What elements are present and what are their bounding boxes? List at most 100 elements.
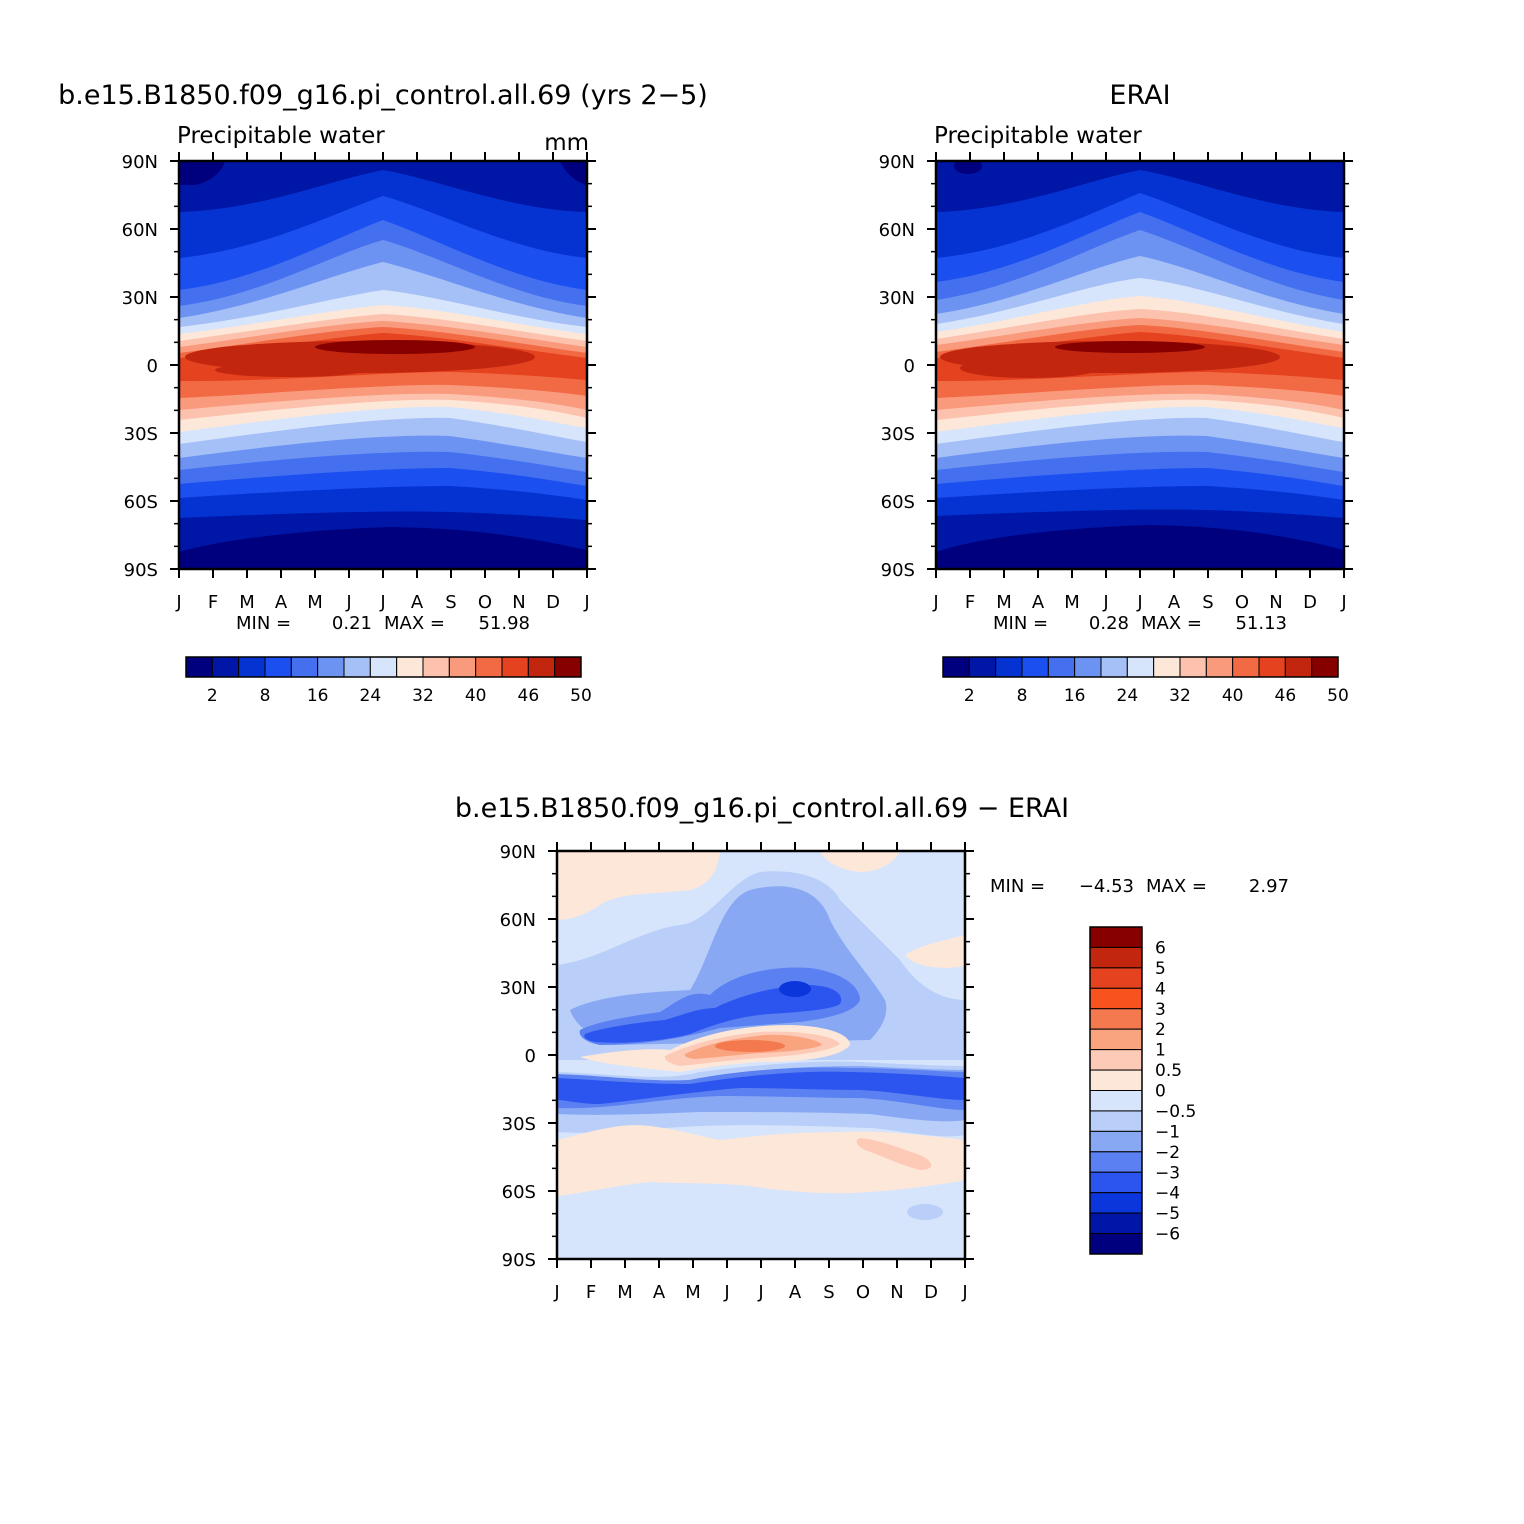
panel-diff-field xyxy=(557,851,965,1259)
erai-colorbar-label: 8 xyxy=(1017,686,1028,706)
erai-colorbar-frame xyxy=(942,656,1339,678)
diff-colorbar-label: −1 xyxy=(1155,1122,1180,1142)
erai-colorbar-label: 32 xyxy=(1169,686,1191,706)
panel-diff-title: b.e15.B1850.f09_g16.pi_control.all.69 − … xyxy=(455,793,1069,824)
diff-colorbar-box xyxy=(1089,967,1143,989)
diff-ytick-label: 0 xyxy=(525,1046,536,1067)
erai-xtick-label: J xyxy=(1340,592,1346,613)
erai-colorbar-box xyxy=(1126,656,1155,678)
erai-core-2 xyxy=(960,358,1100,378)
diff-north-pos-3 xyxy=(905,935,965,968)
panel-model-units: mm xyxy=(544,130,589,156)
diff-colorbar-box xyxy=(1089,1130,1143,1153)
panel-erai-field xyxy=(936,161,1344,569)
model-polar-north xyxy=(179,161,225,185)
diff-xtick-label: J xyxy=(723,1282,729,1303)
diff-colorbar-box xyxy=(1089,946,1143,969)
model-colorbar-box xyxy=(343,656,371,678)
model-xtick-label: J xyxy=(345,592,351,613)
model-xtick-label: F xyxy=(208,592,218,613)
model-colorbar-box xyxy=(501,656,529,678)
model-colorbar-frame xyxy=(185,656,582,678)
erai-xtick-label: J xyxy=(932,592,938,613)
diff-xtick-label: F xyxy=(586,1282,596,1303)
diff-colorbar-label: 0.5 xyxy=(1155,1061,1182,1081)
diff-xtick-label: M xyxy=(685,1282,701,1303)
diff-xtick-label: D xyxy=(924,1282,938,1303)
diff-south-neg-patch xyxy=(907,1204,943,1220)
erai-ytick-label: 90S xyxy=(881,560,915,581)
diff-xtick-label: S xyxy=(823,1282,834,1303)
panel-model-min-label: MIN = xyxy=(236,613,291,634)
panel-erai-subtitle: Precipitable water xyxy=(934,123,1142,149)
model-colorbar-box xyxy=(317,656,345,678)
erai-polar-north xyxy=(954,161,982,174)
diff-colorbar-box xyxy=(1089,1171,1143,1194)
erai-core-3 xyxy=(1055,341,1205,353)
model-colorbar-label: 50 xyxy=(570,686,592,706)
erai-xtick-label: M xyxy=(996,592,1012,613)
diff-colorbar-label: −2 xyxy=(1155,1143,1180,1163)
model-core-2 xyxy=(215,363,365,377)
diff-colorbar-box xyxy=(1089,1212,1143,1235)
model-colorbar-box xyxy=(396,656,424,678)
diff-ytick-label: 30S xyxy=(502,1114,536,1135)
erai-colorbar-box xyxy=(1284,656,1313,678)
panel-erai-colorbar: 2 8 16 24 32 40 46 50 xyxy=(942,656,1349,706)
erai-colorbar-box xyxy=(1021,656,1049,678)
erai-xtick-label: M xyxy=(1064,592,1080,613)
panel-erai-min-label: MIN = xyxy=(993,613,1048,634)
diff-xtick-label: A xyxy=(789,1282,802,1303)
erai-xtick-label: A xyxy=(1032,592,1045,613)
erai-colorbar-box xyxy=(1205,656,1234,678)
model-xtick-label: N xyxy=(512,592,525,613)
model-xtick-label: J xyxy=(379,592,385,613)
erai-xtick-label: J xyxy=(1102,592,1108,613)
panel-diff-max-label: MAX = xyxy=(1146,876,1207,897)
erai-colorbar-box xyxy=(995,656,1023,678)
erai-colorbar-label: 50 xyxy=(1327,686,1349,706)
erai-xtick-label: S xyxy=(1202,592,1213,613)
diff-xtick-label: M xyxy=(617,1282,633,1303)
diff-colorbar-label: 4 xyxy=(1155,979,1166,999)
panel-model-subtitle: Precipitable water xyxy=(177,123,385,149)
diff-colorbar-box xyxy=(1089,1028,1143,1051)
model-xtick-label: J xyxy=(583,592,589,613)
diff-colorbar-box xyxy=(1089,926,1143,948)
panel-erai-max-label: MAX = xyxy=(1141,613,1202,634)
erai-colorbar-label: 46 xyxy=(1275,686,1297,706)
model-colorbar-box xyxy=(238,656,266,678)
diff-ytick-label: 90S xyxy=(502,1250,536,1271)
diff-colorbar-label: −5 xyxy=(1155,1204,1180,1224)
erai-colorbar-label: 24 xyxy=(1117,686,1139,706)
model-colorbar-label: 8 xyxy=(260,686,271,706)
erai-band-75s xyxy=(936,525,1344,569)
model-ytick-label: 30S xyxy=(124,424,158,445)
diff-xtick-label: A xyxy=(653,1282,666,1303)
model-polar-north-right xyxy=(560,161,587,185)
model-colorbar-label: 32 xyxy=(412,686,434,706)
panel-erai: ERAI Precipitable water xyxy=(879,80,1353,706)
diff-colorbar-box xyxy=(1089,1110,1143,1132)
diff-colorbar-box xyxy=(1089,987,1143,1010)
panel-model-max-value: 51.98 xyxy=(478,613,530,634)
model-xtick-label: A xyxy=(275,592,288,613)
diff-pos-eq-core xyxy=(715,1040,785,1052)
model-colorbar-label: 46 xyxy=(518,686,540,706)
diff-colorbar-box xyxy=(1089,1090,1143,1112)
model-colorbar-box xyxy=(369,656,398,678)
diff-ytick-label: 60N xyxy=(500,910,536,931)
model-colorbar-box xyxy=(290,656,319,678)
erai-ytick-label: 60N xyxy=(879,220,915,241)
diff-colorbar-label: 3 xyxy=(1155,1000,1166,1020)
erai-xtick-label: O xyxy=(1235,592,1249,613)
diff-ytick-label: 60S xyxy=(502,1182,536,1203)
model-xtick-label: A xyxy=(411,592,424,613)
diff-xtick-label: N xyxy=(890,1282,903,1303)
diff-colorbar-label: 6 xyxy=(1155,938,1166,958)
model-ytick-label: 60N xyxy=(122,220,158,241)
panel-model: b.e15.B1850.f09_g16.pi_control.all.69 (y… xyxy=(58,80,708,706)
